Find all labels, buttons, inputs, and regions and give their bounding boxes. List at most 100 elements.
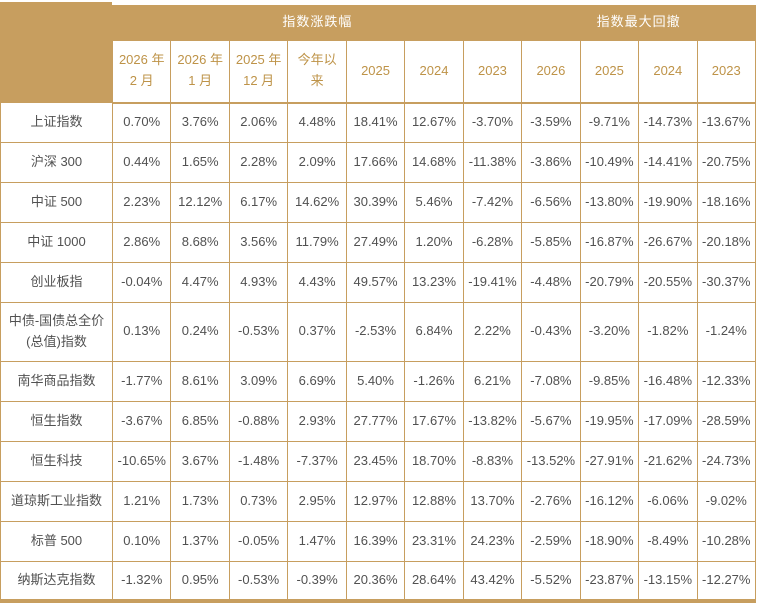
cell-value: 17.67% [404, 400, 464, 442]
row-label: 上证指数 [0, 102, 113, 143]
cell-value: -5.67% [521, 400, 581, 442]
column-header: 2025 [345, 40, 406, 104]
table-header: 指数涨跌幅 指数最大回撤 2026 年 2 月 2026 年 1 月 2025 年 … [0, 0, 757, 104]
cell-value: 3.09% [228, 360, 289, 402]
cell-value: 14.68% [404, 142, 464, 183]
cell-value: 1.73% [170, 480, 230, 522]
table-row: 中债-国债总全价(总值)指数 0.13% 0.24% -0.53% 0.37% -2.53… [0, 302, 757, 362]
cell-value: -13.80% [579, 182, 640, 223]
cell-value: 4.93% [228, 262, 289, 303]
row-label: 恒生指数 [0, 400, 113, 442]
cell-value: -1.26% [404, 360, 464, 402]
cell-value: 5.40% [345, 360, 406, 402]
cell-value: 12.97% [345, 480, 406, 522]
cell-value: 1.47% [287, 520, 347, 562]
cell-value: -6.28% [462, 222, 523, 263]
cell-value: -8.83% [462, 440, 523, 482]
cell-value: -18.90% [579, 520, 640, 562]
cell-value: 1.37% [170, 520, 230, 562]
cell-value: 8.68% [170, 222, 230, 263]
cell-value: 2.28% [228, 142, 289, 183]
row-label: 纳斯达克指数 [0, 560, 113, 604]
cell-value: -19.41% [462, 262, 523, 303]
cell-value: -16.12% [579, 480, 640, 522]
cell-value: -12.33% [696, 360, 757, 402]
cell-value: 2.23% [111, 182, 172, 223]
column-header: 2026 年 1 月 [170, 40, 230, 104]
cell-value: -20.75% [696, 142, 757, 183]
cell-value: -19.95% [579, 400, 640, 442]
cell-value: -28.59% [696, 400, 757, 442]
cell-value: -3.67% [111, 400, 172, 442]
cell-value: 5.46% [404, 182, 464, 223]
cell-value: 0.13% [111, 302, 172, 362]
cell-value: 4.43% [287, 262, 347, 303]
cell-value: -2.53% [345, 302, 406, 362]
cell-value: -21.62% [638, 440, 698, 482]
cell-value: 0.24% [170, 302, 230, 362]
cell-value: -6.56% [521, 182, 581, 223]
cell-value: 2.09% [287, 142, 347, 183]
cell-value: 12.88% [404, 480, 464, 522]
cell-value: -0.04% [111, 262, 172, 303]
cell-value: 3.56% [228, 222, 289, 263]
column-header: 2025 年 12 月 [228, 40, 289, 104]
cell-value: 3.67% [170, 440, 230, 482]
cell-value: -13.82% [462, 400, 523, 442]
cell-value: 30.39% [345, 182, 406, 223]
table-row: 纳斯达克指数 -1.32% 0.95% -0.53% -0.39% 20.36% 28.64… [0, 560, 757, 604]
table-row: 中证 500 2.23% 12.12% 6.17% 14.62% 30.39% 5.46% -… [0, 182, 757, 223]
row-label: 中债-国债总全价(总值)指数 [0, 302, 113, 362]
cell-value: -13.67% [696, 102, 757, 143]
cell-value: -14.41% [638, 142, 698, 183]
cell-value: -18.16% [696, 182, 757, 223]
cell-value: 13.70% [462, 480, 523, 522]
row-label: 道琼斯工业指数 [0, 480, 113, 522]
cell-value: -8.49% [638, 520, 698, 562]
cell-value: -0.43% [521, 302, 581, 362]
cell-value: -19.90% [638, 182, 698, 223]
cell-value: -1.82% [638, 302, 698, 362]
cell-value: 0.37% [287, 302, 347, 362]
cell-value: 18.41% [345, 102, 406, 143]
cell-value: 0.95% [170, 560, 230, 604]
column-header: 2024 [638, 40, 698, 104]
cell-value: -1.48% [228, 440, 289, 482]
cell-value: -1.32% [111, 560, 172, 604]
cell-value: 6.84% [404, 302, 464, 362]
column-header-row: 2026 年 2 月 2026 年 1 月 2025 年 12 月今年以来 2025 2… [1, 40, 757, 104]
table-row: 恒生科技 -10.65% 3.67% -1.48% -7.37% 23.45% 18.70%… [0, 440, 757, 482]
cell-value: 6.17% [228, 182, 289, 223]
cell-value: 2.06% [228, 102, 289, 143]
cell-value: -14.73% [638, 102, 698, 143]
cell-value: -9.85% [579, 360, 640, 402]
cell-value: 27.49% [345, 222, 406, 263]
cell-value: -10.65% [111, 440, 172, 482]
cell-value: -4.48% [521, 262, 581, 303]
row-label: 南华商品指数 [0, 360, 113, 402]
cell-value: 0.44% [111, 142, 172, 183]
cell-value: 12.12% [170, 182, 230, 223]
column-header: 今年以来 [287, 40, 347, 104]
cell-value: -13.15% [638, 560, 698, 604]
cell-value: 23.45% [345, 440, 406, 482]
table-row: 恒生指数 -3.67% 6.85% -0.88% 2.93% 27.77% 17.67% -1… [0, 400, 757, 442]
cell-value: -10.49% [579, 142, 640, 183]
cell-value: 1.65% [170, 142, 230, 183]
cell-value: -20.79% [579, 262, 640, 303]
column-header: 2026 [521, 40, 581, 104]
cell-value: 4.47% [170, 262, 230, 303]
row-label: 中证 500 [0, 182, 113, 223]
cell-value: 16.39% [345, 520, 406, 562]
row-label: 恒生科技 [0, 440, 113, 482]
cell-value: 12.67% [404, 102, 464, 143]
cell-value: -17.09% [638, 400, 698, 442]
table-row: 道琼斯工业指数 1.21% 1.73% 0.73% 2.95% 12.97% 12.88% 1… [0, 480, 757, 522]
cell-value: 43.42% [462, 560, 523, 604]
cell-value: 20.36% [345, 560, 406, 604]
cell-value: -16.48% [638, 360, 698, 402]
cell-value: 0.10% [111, 520, 172, 562]
cell-value: -2.59% [521, 520, 581, 562]
